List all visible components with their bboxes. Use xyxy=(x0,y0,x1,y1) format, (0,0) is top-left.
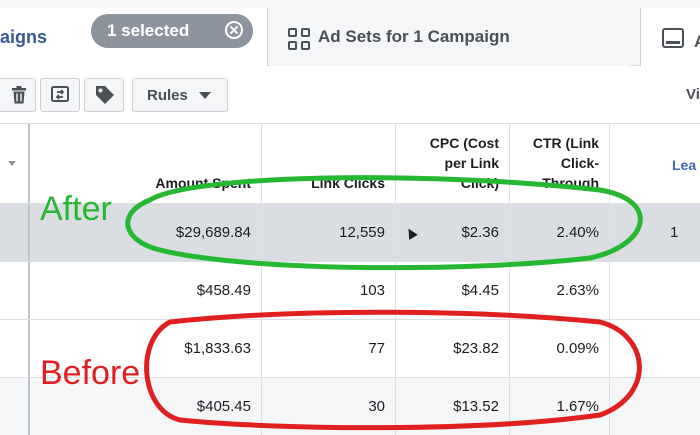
rules-label: Rules xyxy=(147,86,188,104)
tab-ads-label: A xyxy=(694,32,700,52)
row-name-cell xyxy=(0,204,30,261)
row-name-cell xyxy=(0,378,30,435)
table-row[interactable]: $458.49 103 $4.45 2.63% xyxy=(0,261,700,319)
header-ctr[interactable]: CTR (Link Click-Through xyxy=(510,124,610,203)
cell-ctr: 2.63% xyxy=(510,262,610,319)
edit-button[interactable] xyxy=(40,78,80,112)
header-cpc-label: CPC (Cost per Link Click) xyxy=(429,135,499,191)
rules-dropdown[interactable]: Rules xyxy=(132,78,228,112)
selected-pill-label: 1 selected xyxy=(107,21,190,40)
cell-cpc: $4.45 xyxy=(396,262,510,319)
cell-cpc: $23.82 xyxy=(396,320,510,377)
cell-clicks: 12,559 xyxy=(262,204,396,261)
cell-clicks: 103 xyxy=(262,262,396,319)
tab-campaigns-label: aigns xyxy=(0,26,48,47)
cell-clicks: 30 xyxy=(262,378,396,435)
selected-pill[interactable]: 1 selected xyxy=(91,14,253,48)
cell-leads xyxy=(610,262,700,319)
view-setup-label[interactable]: Vi xyxy=(686,86,700,103)
trash-icon xyxy=(12,86,26,104)
cell-clicks: 77 xyxy=(262,320,396,377)
cell-leads: 1 xyxy=(670,224,679,241)
ad-icon xyxy=(662,28,684,48)
header-cpc[interactable]: CPC (Cost per Link Click) xyxy=(396,124,510,203)
cell-leads xyxy=(610,378,700,435)
cell-amount: $458.49 xyxy=(30,262,262,319)
row-name-cell xyxy=(0,262,30,319)
grid-icon xyxy=(288,28,312,52)
chevron-down-icon xyxy=(199,92,211,99)
tag-icon xyxy=(96,86,114,104)
tab-bar: aigns 1 selected Ad Sets for 1 Campaign … xyxy=(0,0,700,66)
sort-caret-icon[interactable] xyxy=(8,161,16,166)
name-column-header[interactable] xyxy=(0,124,30,203)
cell-leads xyxy=(610,320,700,377)
delete-button[interactable] xyxy=(0,78,36,112)
header-amount-label: Amount Spent xyxy=(155,175,251,191)
before-label: Before xyxy=(40,354,141,392)
after-label: After xyxy=(40,190,112,228)
cell-ctr: 1.67% xyxy=(510,378,610,435)
header-leads-label: Lea xyxy=(672,157,697,173)
close-icon[interactable] xyxy=(225,21,243,39)
tab-adsets[interactable]: Ad Sets for 1 Campaign xyxy=(270,8,630,66)
tag-button[interactable] xyxy=(84,78,124,112)
header-clicks-label: Link Clicks xyxy=(311,175,385,191)
cell-ctr: 0.09% xyxy=(510,320,610,377)
tab-ads[interactable] xyxy=(640,8,700,66)
export-icon xyxy=(51,86,69,102)
row-name-cell xyxy=(0,320,30,377)
cell-ctr: 2.40% xyxy=(510,204,610,261)
header-ctr-label: CTR (Link Click-Through xyxy=(532,135,599,191)
header-link-clicks[interactable]: Link Clicks xyxy=(262,124,396,203)
cell-cpc: $13.52 xyxy=(396,378,510,435)
header-leads[interactable]: Lea xyxy=(610,124,700,203)
toolbar: Rules Vi xyxy=(0,66,700,124)
tab-adsets-label: Ad Sets for 1 Campaign xyxy=(318,27,510,46)
